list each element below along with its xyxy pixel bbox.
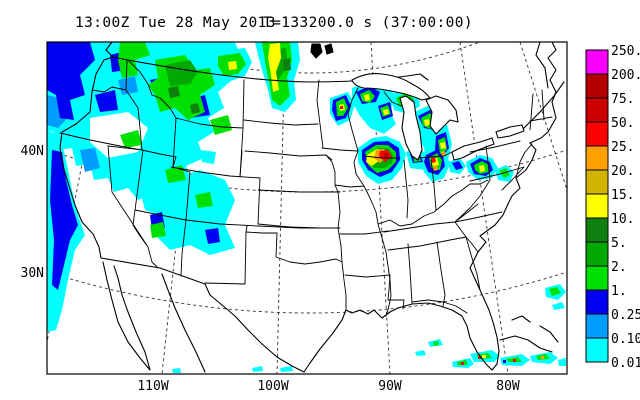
- colorbar-box: [585, 241, 609, 267]
- colorbar: 250. 200. 75. 50. 25. 20. 15. 10. 5. 2. 1. 0.25 0.10…: [585, 44, 640, 371]
- us-outline: [59, 41, 557, 373]
- maine-border: [535, 41, 549, 89]
- cuba-bahamas: [499, 315, 559, 353]
- colorbar-tick-label: 75.: [611, 92, 634, 107]
- lake-erie: [451, 137, 495, 161]
- colorbar-box: [585, 313, 609, 339]
- title-datetime: 13:00Z Tue 28 May 2013: [75, 15, 276, 31]
- colorbar-tick-label: 50.: [611, 116, 634, 131]
- state-borders: [59, 59, 553, 317]
- colorbar-tick-label: 1.: [611, 284, 627, 299]
- parallel-30n: [46, 271, 568, 314]
- state-lines-midwest: [344, 87, 489, 314]
- meridian-80w: [459, 41, 509, 375]
- map-frame: [46, 41, 568, 375]
- precip-darkred: [384, 153, 388, 157]
- state-lines-east: [454, 89, 553, 291]
- lake-ontario: [495, 124, 525, 139]
- state-lines-west: [59, 59, 347, 311]
- colorbar-tick-label: 20.: [611, 164, 634, 179]
- lon-axis-label: 100W: [257, 379, 288, 394]
- colorbar-tick-label: 250.: [611, 44, 640, 59]
- colorbar-box: [585, 97, 609, 123]
- axis-labels: 40N 30N 110W 100W 90W 80W: [21, 144, 520, 394]
- colorbar-box: [585, 169, 609, 195]
- colorbar-box: [585, 73, 609, 99]
- colorbar-box: [585, 217, 609, 243]
- lat-axis-label: 30N: [21, 266, 44, 281]
- state-lines-plains: [239, 79, 392, 317]
- lake-superior: [351, 73, 431, 101]
- great-lakes: [310, 43, 525, 161]
- border-lakes: [310, 43, 334, 59]
- colorbar-tick-label: 10.: [611, 212, 634, 227]
- lake-michigan: [399, 95, 423, 161]
- colorbar-tick-label: 200.: [611, 68, 640, 83]
- colorbar-tick-label: 0.10: [611, 332, 640, 347]
- baja-mexico-coast: [102, 261, 206, 373]
- precip-orange: [374, 149, 544, 359]
- precip-brightgreen: [118, 42, 561, 365]
- colorbar-box: [585, 49, 609, 75]
- colorbar-tick-label: 15.: [611, 188, 634, 203]
- parallel-50n: [139, 41, 481, 74]
- colorbar-tick-label: 25.: [611, 140, 634, 155]
- colorbar-tick-label: 5.: [611, 236, 627, 251]
- colorbar-tick-label: 0.25: [611, 308, 640, 323]
- colorbar-box: [585, 289, 609, 315]
- colorbar-tick-label: 2.: [611, 260, 627, 275]
- precip-lightblue: [47, 76, 138, 258]
- title-model-time: T=133200.0 s (37:00:00): [263, 15, 473, 31]
- precipitation-field: [47, 42, 566, 373]
- lon-axis-label: 90W: [378, 379, 402, 394]
- colorbar-box: [585, 193, 609, 219]
- colorbar-box: [585, 145, 609, 171]
- lon-axis-label: 110W: [137, 379, 168, 394]
- colorbar-box: [585, 265, 609, 291]
- colorbar-box: [585, 121, 609, 147]
- colorbar-box: [585, 337, 609, 363]
- lat-axis-label: 40N: [21, 144, 44, 159]
- lon-axis-label: 80W: [496, 379, 520, 394]
- lake-huron: [425, 95, 459, 135]
- meridian-70w: [519, 41, 568, 191]
- colorbar-tick-label: 0.01: [611, 356, 640, 371]
